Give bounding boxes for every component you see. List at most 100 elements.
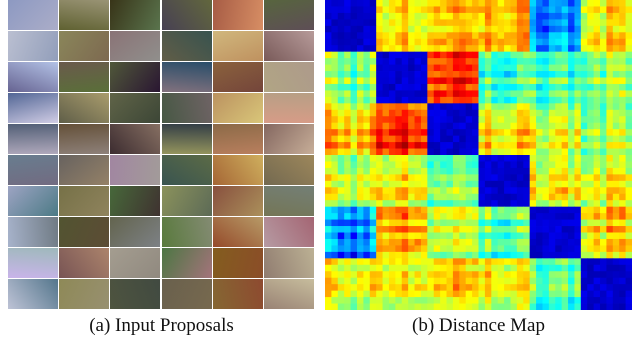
heatmap-cell	[363, 148, 371, 156]
heatmap-cell	[369, 12, 377, 20]
heatmap-cell	[504, 187, 511, 195]
heatmap-cell	[350, 90, 358, 98]
heatmap-cell	[478, 51, 486, 59]
heatmap-cell	[542, 187, 550, 195]
heatmap-cell	[414, 251, 422, 259]
heatmap-cell	[536, 51, 543, 59]
heatmap-cell	[433, 12, 441, 20]
heatmap-cell	[395, 277, 403, 285]
heatmap-cell	[388, 155, 396, 162]
proposal-thumbnail	[212, 0, 263, 30]
heatmap-cell	[516, 284, 524, 292]
heatmap-cell	[325, 109, 332, 117]
heatmap-cell	[388, 213, 396, 220]
heatmap-cell	[587, 284, 595, 292]
heatmap-cell	[536, 193, 543, 201]
heatmap-cell	[382, 19, 390, 27]
heatmap-cell	[472, 129, 479, 137]
heatmap-cell	[612, 64, 620, 72]
proposal-thumbnail	[110, 62, 161, 92]
heatmap-cell	[619, 83, 627, 91]
heatmap-cell	[472, 277, 479, 285]
heatmap-cell	[484, 284, 492, 292]
heatmap-cell	[497, 0, 505, 7]
heatmap-cell	[587, 251, 595, 259]
heatmap-cell	[536, 290, 543, 298]
heatmap-cell	[619, 187, 627, 195]
heatmap-cell	[619, 64, 627, 72]
heatmap-cell	[446, 161, 454, 169]
heatmap-cell	[619, 77, 627, 85]
heatmap-cell	[478, 129, 486, 137]
heatmap-cell	[625, 71, 632, 78]
heatmap-cell	[452, 251, 460, 259]
heatmap-cell	[625, 51, 632, 59]
heatmap-cell	[555, 167, 563, 175]
heatmap-cell	[401, 245, 409, 253]
proposal-thumbnail	[212, 93, 263, 123]
heatmap-cell	[529, 238, 537, 246]
heatmap-cell	[356, 0, 364, 7]
heatmap-cell	[587, 180, 595, 188]
heatmap-cell	[325, 64, 332, 72]
heatmap-cell	[376, 109, 383, 117]
heatmap-cell	[440, 12, 447, 20]
proposal-thumbnail	[263, 124, 314, 154]
heatmap-cell	[600, 180, 607, 188]
heatmap-cell	[344, 109, 351, 117]
heatmap-cell	[408, 161, 415, 169]
heatmap-cell	[382, 148, 390, 156]
heatmap-cell	[427, 116, 435, 124]
heatmap-cell	[440, 251, 447, 259]
heatmap-cell	[574, 213, 582, 220]
heatmap-cell	[548, 290, 556, 298]
heatmap-cell	[497, 251, 505, 259]
heatmap-cell	[555, 277, 563, 285]
heatmap-cell	[612, 167, 620, 175]
heatmap-cell	[356, 258, 364, 266]
heatmap-cell	[580, 271, 588, 279]
heatmap-cell	[452, 213, 460, 220]
heatmap-cell	[529, 96, 537, 104]
heatmap-cell	[427, 174, 435, 182]
heatmap-cell	[619, 12, 627, 20]
heatmap-cell	[325, 297, 332, 304]
heatmap-cell	[427, 213, 435, 220]
heatmap-cell	[382, 290, 390, 298]
heatmap-cell	[497, 25, 505, 33]
heatmap-cell	[523, 284, 531, 292]
heatmap-cell	[516, 264, 524, 272]
heatmap-cell	[363, 264, 371, 272]
heatmap-cell	[388, 45, 396, 53]
heatmap-cell	[465, 167, 473, 175]
heatmap-cell	[529, 206, 537, 214]
heatmap-cell	[625, 213, 632, 220]
heatmap-cell	[350, 19, 358, 27]
heatmap-cell	[600, 200, 607, 208]
heatmap-cell	[529, 116, 537, 124]
heatmap-cell	[510, 219, 518, 227]
heatmap-cell	[446, 148, 454, 156]
heatmap-cell	[446, 122, 454, 130]
heatmap-cell	[612, 90, 620, 98]
heatmap-cell	[555, 180, 563, 188]
heatmap-cell	[478, 251, 486, 259]
heatmap-cell	[561, 0, 569, 7]
heatmap-cell	[325, 226, 332, 233]
heatmap-cell	[523, 187, 531, 195]
heatmap-cell	[497, 122, 505, 130]
heatmap-cell	[388, 90, 396, 98]
heatmap-cell	[363, 0, 371, 7]
heatmap-cell	[420, 277, 428, 285]
heatmap-cell	[536, 129, 543, 137]
heatmap-cell	[497, 167, 505, 175]
heatmap-cell	[593, 161, 601, 169]
heatmap-cell	[337, 6, 345, 14]
heatmap-cell	[325, 258, 332, 266]
heatmap-cell	[555, 290, 563, 298]
heatmap-cell	[600, 77, 607, 85]
heatmap-cell	[369, 129, 377, 137]
heatmap-cell	[446, 71, 454, 78]
heatmap-cell	[523, 71, 531, 78]
heatmap-cell	[600, 238, 607, 246]
